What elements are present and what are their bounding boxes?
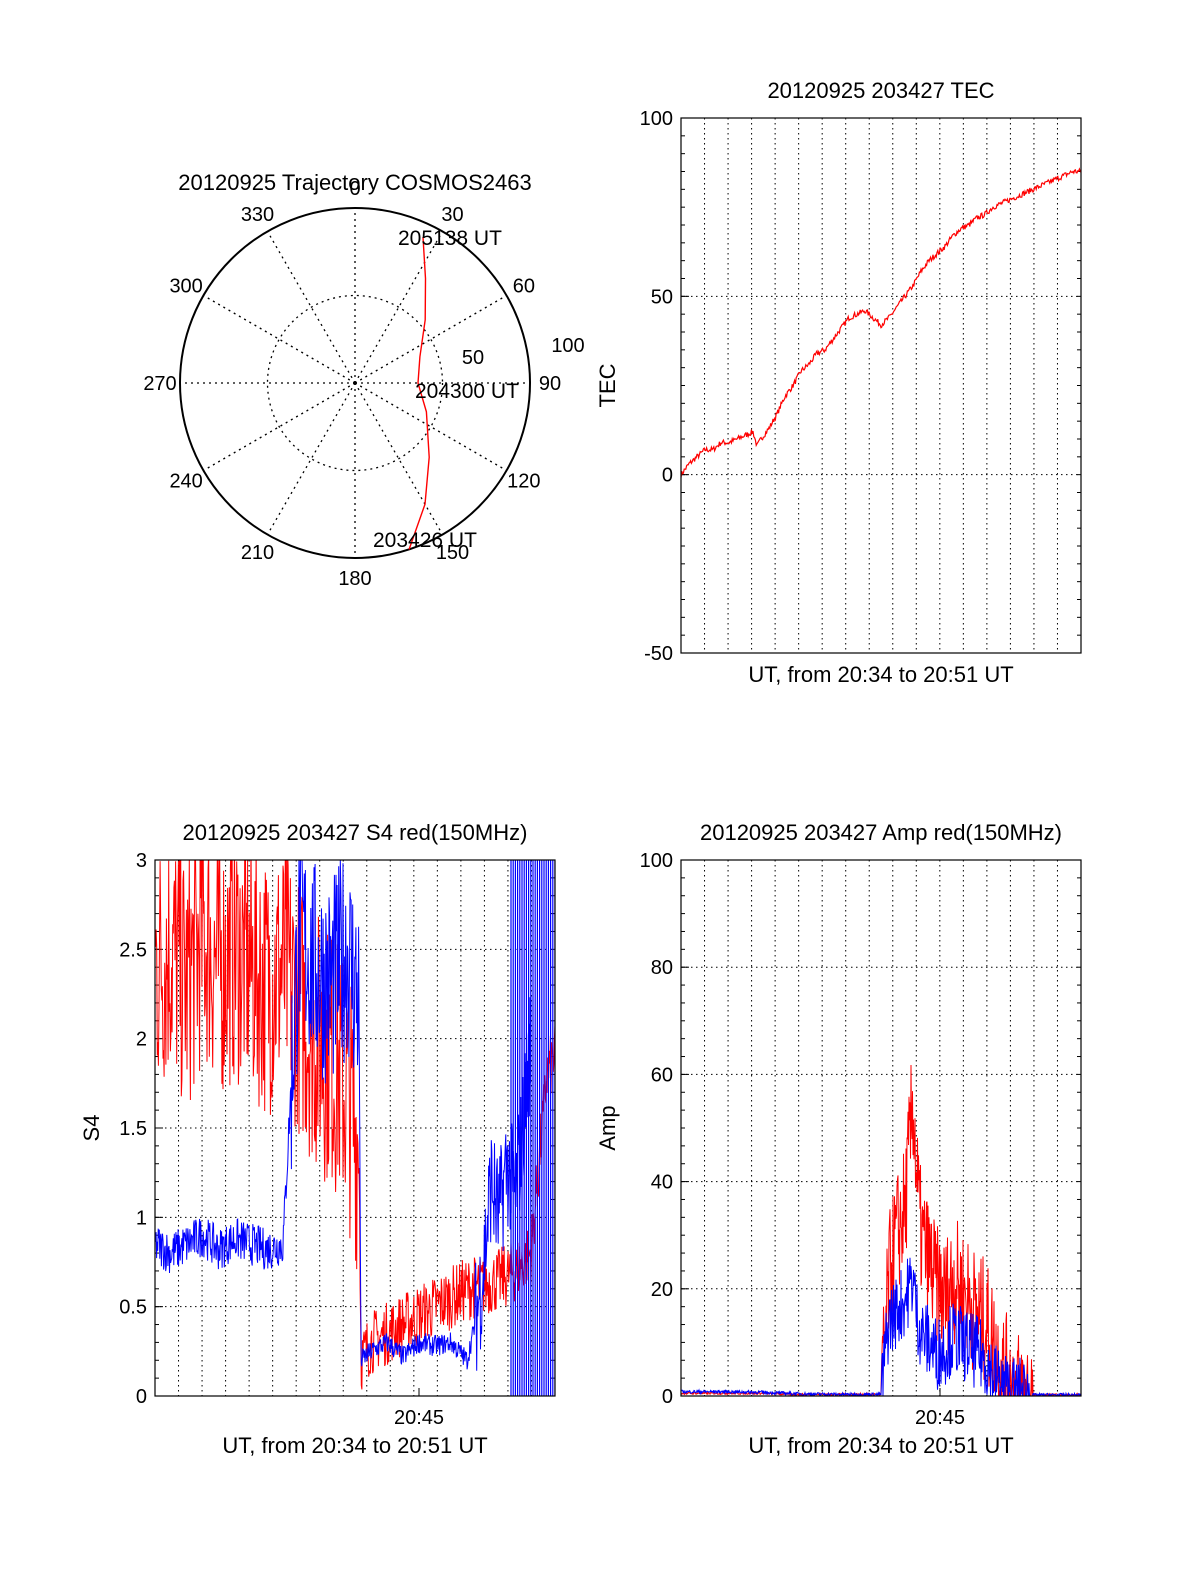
polar-spoke [266,231,356,384]
polar-spoke [203,382,356,472]
annotation-start-time: 203426 UT [373,529,477,552]
plot-frame [154,859,556,1397]
y-tick-label: 100 [640,108,673,130]
polar-angle-label: 120 [507,471,540,493]
polar-spoke [354,294,507,384]
x-tick-label: 20:45 [394,1407,444,1429]
polar-radius-label: 50 [462,347,484,369]
x-tick-label: 20:45 [915,1407,965,1429]
y-tick-label: 50 [651,286,673,308]
trajectory-line [408,237,430,550]
panel-title: 20120925 203427 Amp red(150MHz) [700,820,1062,845]
plot-frame [680,859,1082,1397]
polar-angle-label: 180 [338,568,371,590]
y-tick-label: 2 [136,1029,147,1051]
series-line [155,860,555,1390]
y-tick-label: 80 [651,957,673,979]
series-group [155,860,555,1396]
annotation-mid-time: 204300 UT [415,380,519,403]
polar-angle-label: 90 [539,373,561,395]
y-tick-label: 0 [136,1386,147,1408]
series-group [681,167,1081,478]
annotation-end-time: 205138 UT [398,227,502,250]
y-tick-label: 60 [651,1064,673,1086]
y-axis-label: TEC [595,363,620,407]
y-tick-label: 3 [136,850,147,872]
polar-angle-label: 270 [143,373,176,395]
plot-frame [680,117,1082,654]
polar-spoke [266,382,356,535]
y-tick-label: 40 [651,1172,673,1194]
polar-angle-label: 330 [241,204,274,226]
y-axis-label: S4 [79,1115,104,1142]
y-tick-label: 20 [651,1279,673,1301]
y-tick-label: 0 [662,465,673,487]
y-tick-label: 2.5 [119,939,147,961]
y-tick-label: 1 [136,1207,147,1229]
polar-angle-label: 240 [169,471,202,493]
polar-spoke [354,382,444,535]
panel-title: 20120925 203427 S4 red(150MHz) [183,820,528,845]
y-axis-label: Amp [595,1105,620,1150]
y-tick-label: 100 [640,850,673,872]
x-axis-label: UT, from 20:34 to 20:51 UT [222,1433,487,1458]
x-axis-label: UT, from 20:34 to 20:51 UT [748,1433,1013,1458]
series-line [681,1064,1081,1396]
s4-plot: 20120925 203427 S4 red(150MHz) 0 0.5 1 1.5 2 2… [79,820,556,1458]
polar-grid-circle [266,294,444,472]
polar-angle-label: 60 [513,276,535,298]
series-line [681,167,1081,478]
y-tick-label: 1.5 [119,1118,147,1140]
polar-radius-label: 100 [551,335,584,357]
series-group [681,1064,1081,1396]
polar-spoke [354,382,507,472]
polar-title: 20120925 Trajectory COSMOS2463 [178,170,531,195]
polar-spoke [203,294,356,384]
y-tick-label: 0.5 [119,1297,147,1319]
series-line [155,860,532,1371]
polar-angle-label: 210 [241,542,274,564]
panel-title: 20120925 203427 TEC [767,78,994,103]
series-line [681,1257,1081,1396]
polar-angle-label: 30 [441,204,463,226]
polar-angle-label: 150 [436,542,469,564]
polar-angle-label: 0 [349,178,360,200]
y-tick-label: 0 [662,1386,673,1408]
polar-spoke [354,231,444,384]
x-axis-label: UT, from 20:34 to 20:51 UT [748,662,1013,687]
tec-plot: 20120925 203427 TEC -50 0 50 100 UT, from 20:… [595,78,1082,687]
polar-angle-label: 300 [169,276,202,298]
y-tick-label: -50 [644,643,673,665]
amp-plot: 20120925 203427 Amp red(150MHz) 0 20 40 60 80… [595,820,1082,1458]
